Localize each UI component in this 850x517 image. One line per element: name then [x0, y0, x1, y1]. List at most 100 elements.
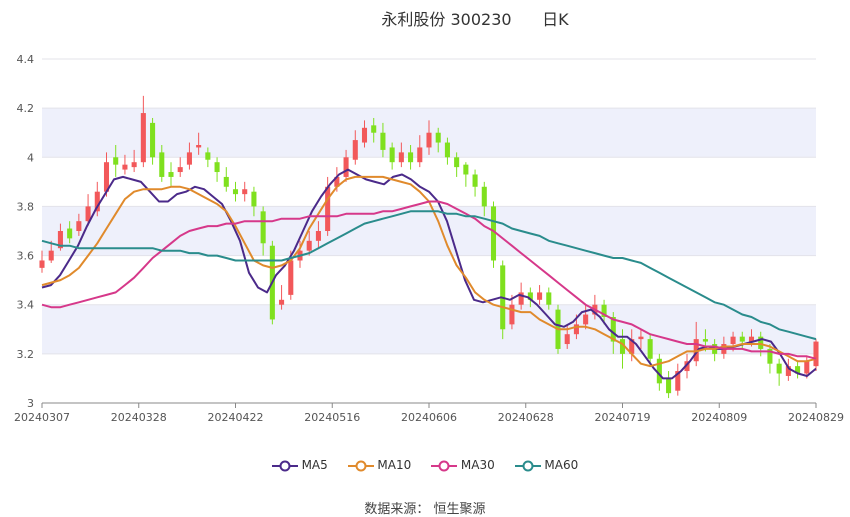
- candle-body: [48, 250, 54, 261]
- y-tick-label: 3.4: [17, 299, 35, 312]
- candle-body: [352, 140, 358, 160]
- candle-body: [94, 191, 100, 212]
- candle-body: [610, 317, 616, 342]
- x-tick-label: 20240719: [595, 411, 651, 424]
- candle-body: [389, 147, 395, 163]
- grid-band: [42, 304, 816, 354]
- candle-body: [205, 152, 211, 160]
- x-tick-label: 20240606: [401, 411, 457, 424]
- x-tick-label: 20240516: [304, 411, 360, 424]
- candle-body: [776, 363, 782, 374]
- candle-body: [131, 162, 137, 168]
- candle-body: [730, 336, 736, 345]
- candle-body: [739, 336, 745, 342]
- grid-band: [42, 206, 816, 256]
- candle-body: [601, 304, 607, 317]
- candle-body: [325, 186, 331, 231]
- kline-chart: 3 3.2 3.4 3.6 3.8 4 4.2 4.4 20240307 20240328 202…: [14, 53, 844, 424]
- candle-body: [638, 336, 644, 340]
- candle-body: [214, 162, 220, 173]
- chart-legend: MA5 MA10 MA30 MA60: [0, 458, 850, 473]
- legend-label: MA5: [301, 458, 328, 472]
- candle-body: [472, 174, 478, 187]
- candle-body: [315, 231, 321, 241]
- candle-body: [666, 378, 672, 394]
- candle-body: [371, 125, 377, 133]
- y-tick-label: 3: [27, 397, 34, 410]
- candle-body: [629, 339, 635, 354]
- chart-title-text: 永利股份 300230: [381, 10, 512, 29]
- candle-body: [693, 339, 699, 362]
- candle-body: [583, 314, 589, 325]
- candle-body: [454, 157, 460, 168]
- candle-body: [223, 176, 229, 187]
- candle-body: [647, 339, 653, 359]
- legend-label: MA30: [460, 458, 495, 472]
- candle-body: [573, 324, 579, 335]
- ma30-legend-marker: [431, 460, 458, 471]
- y-tick-label: 4.4: [17, 53, 35, 66]
- candle-body: [444, 142, 450, 158]
- candle-body: [242, 189, 248, 195]
- legend-label: MA60: [544, 458, 579, 472]
- candle-body: [435, 132, 441, 143]
- y-tick-label: 4: [27, 151, 34, 164]
- candle-body: [260, 211, 266, 244]
- legend-item-ma60[interactable]: MA60: [514, 458, 579, 473]
- candle-body: [279, 299, 285, 305]
- y-tick-label: 3.6: [17, 250, 35, 263]
- chart-title: 永利股份 300230 日K: [0, 6, 850, 30]
- candle-body: [67, 228, 73, 239]
- ma10-legend-marker: [347, 460, 374, 471]
- series-line-ma30: [41, 200, 817, 360]
- candle-body: [122, 164, 128, 170]
- candle-body: [168, 172, 174, 177]
- candle-body: [417, 147, 423, 163]
- candle-body: [361, 127, 368, 143]
- candle-body: [159, 152, 165, 177]
- candle-body: [150, 122, 156, 158]
- candle-body: [251, 191, 257, 207]
- candle-body: [656, 358, 662, 384]
- candle-body: [804, 361, 810, 374]
- candle-body: [675, 371, 681, 391]
- candle-body: [232, 189, 239, 195]
- candle-body: [57, 231, 63, 249]
- legend-item-ma5[interactable]: MA5: [271, 458, 328, 473]
- candle-body: [398, 152, 404, 163]
- series-line-ma60: [41, 210, 817, 341]
- candle-body: [527, 292, 533, 300]
- candle-body: [758, 336, 764, 349]
- candle-body: [39, 260, 45, 268]
- candle-body: [564, 334, 570, 345]
- series-line-ma5: [41, 168, 817, 380]
- candle-body: [767, 348, 773, 364]
- x-tick-label: 20240328: [111, 411, 167, 424]
- y-tick-label: 3.2: [17, 348, 35, 361]
- candle-body: [509, 304, 515, 325]
- candle-body: [426, 132, 432, 148]
- x-tick-label: 20240628: [498, 411, 554, 424]
- candle-body: [177, 167, 183, 173]
- legend-item-ma10[interactable]: MA10: [347, 458, 412, 473]
- candle-body: [813, 341, 819, 367]
- x-tick-label: 20240809: [691, 411, 747, 424]
- x-tick-label: 20240422: [208, 411, 264, 424]
- candle-body: [334, 176, 340, 187]
- candle-body: [785, 366, 791, 376]
- candle-body: [196, 145, 202, 148]
- y-tick-label: 3.8: [17, 200, 35, 213]
- candle-body: [408, 152, 414, 163]
- candle-body: [702, 339, 708, 342]
- candle-body: [463, 164, 469, 175]
- candle-body: [113, 157, 119, 165]
- candle-body: [684, 361, 690, 372]
- candle-body: [76, 221, 82, 231]
- legend-item-ma30[interactable]: MA30: [431, 458, 495, 473]
- candle-body: [103, 162, 110, 192]
- data-source-note: 数据来源： 恒生聚源: [364, 502, 486, 517]
- candle-body: [140, 113, 146, 163]
- chart-subtitle: 日K: [542, 10, 569, 29]
- legend-label: MA10: [377, 458, 412, 472]
- candle-body: [85, 206, 91, 222]
